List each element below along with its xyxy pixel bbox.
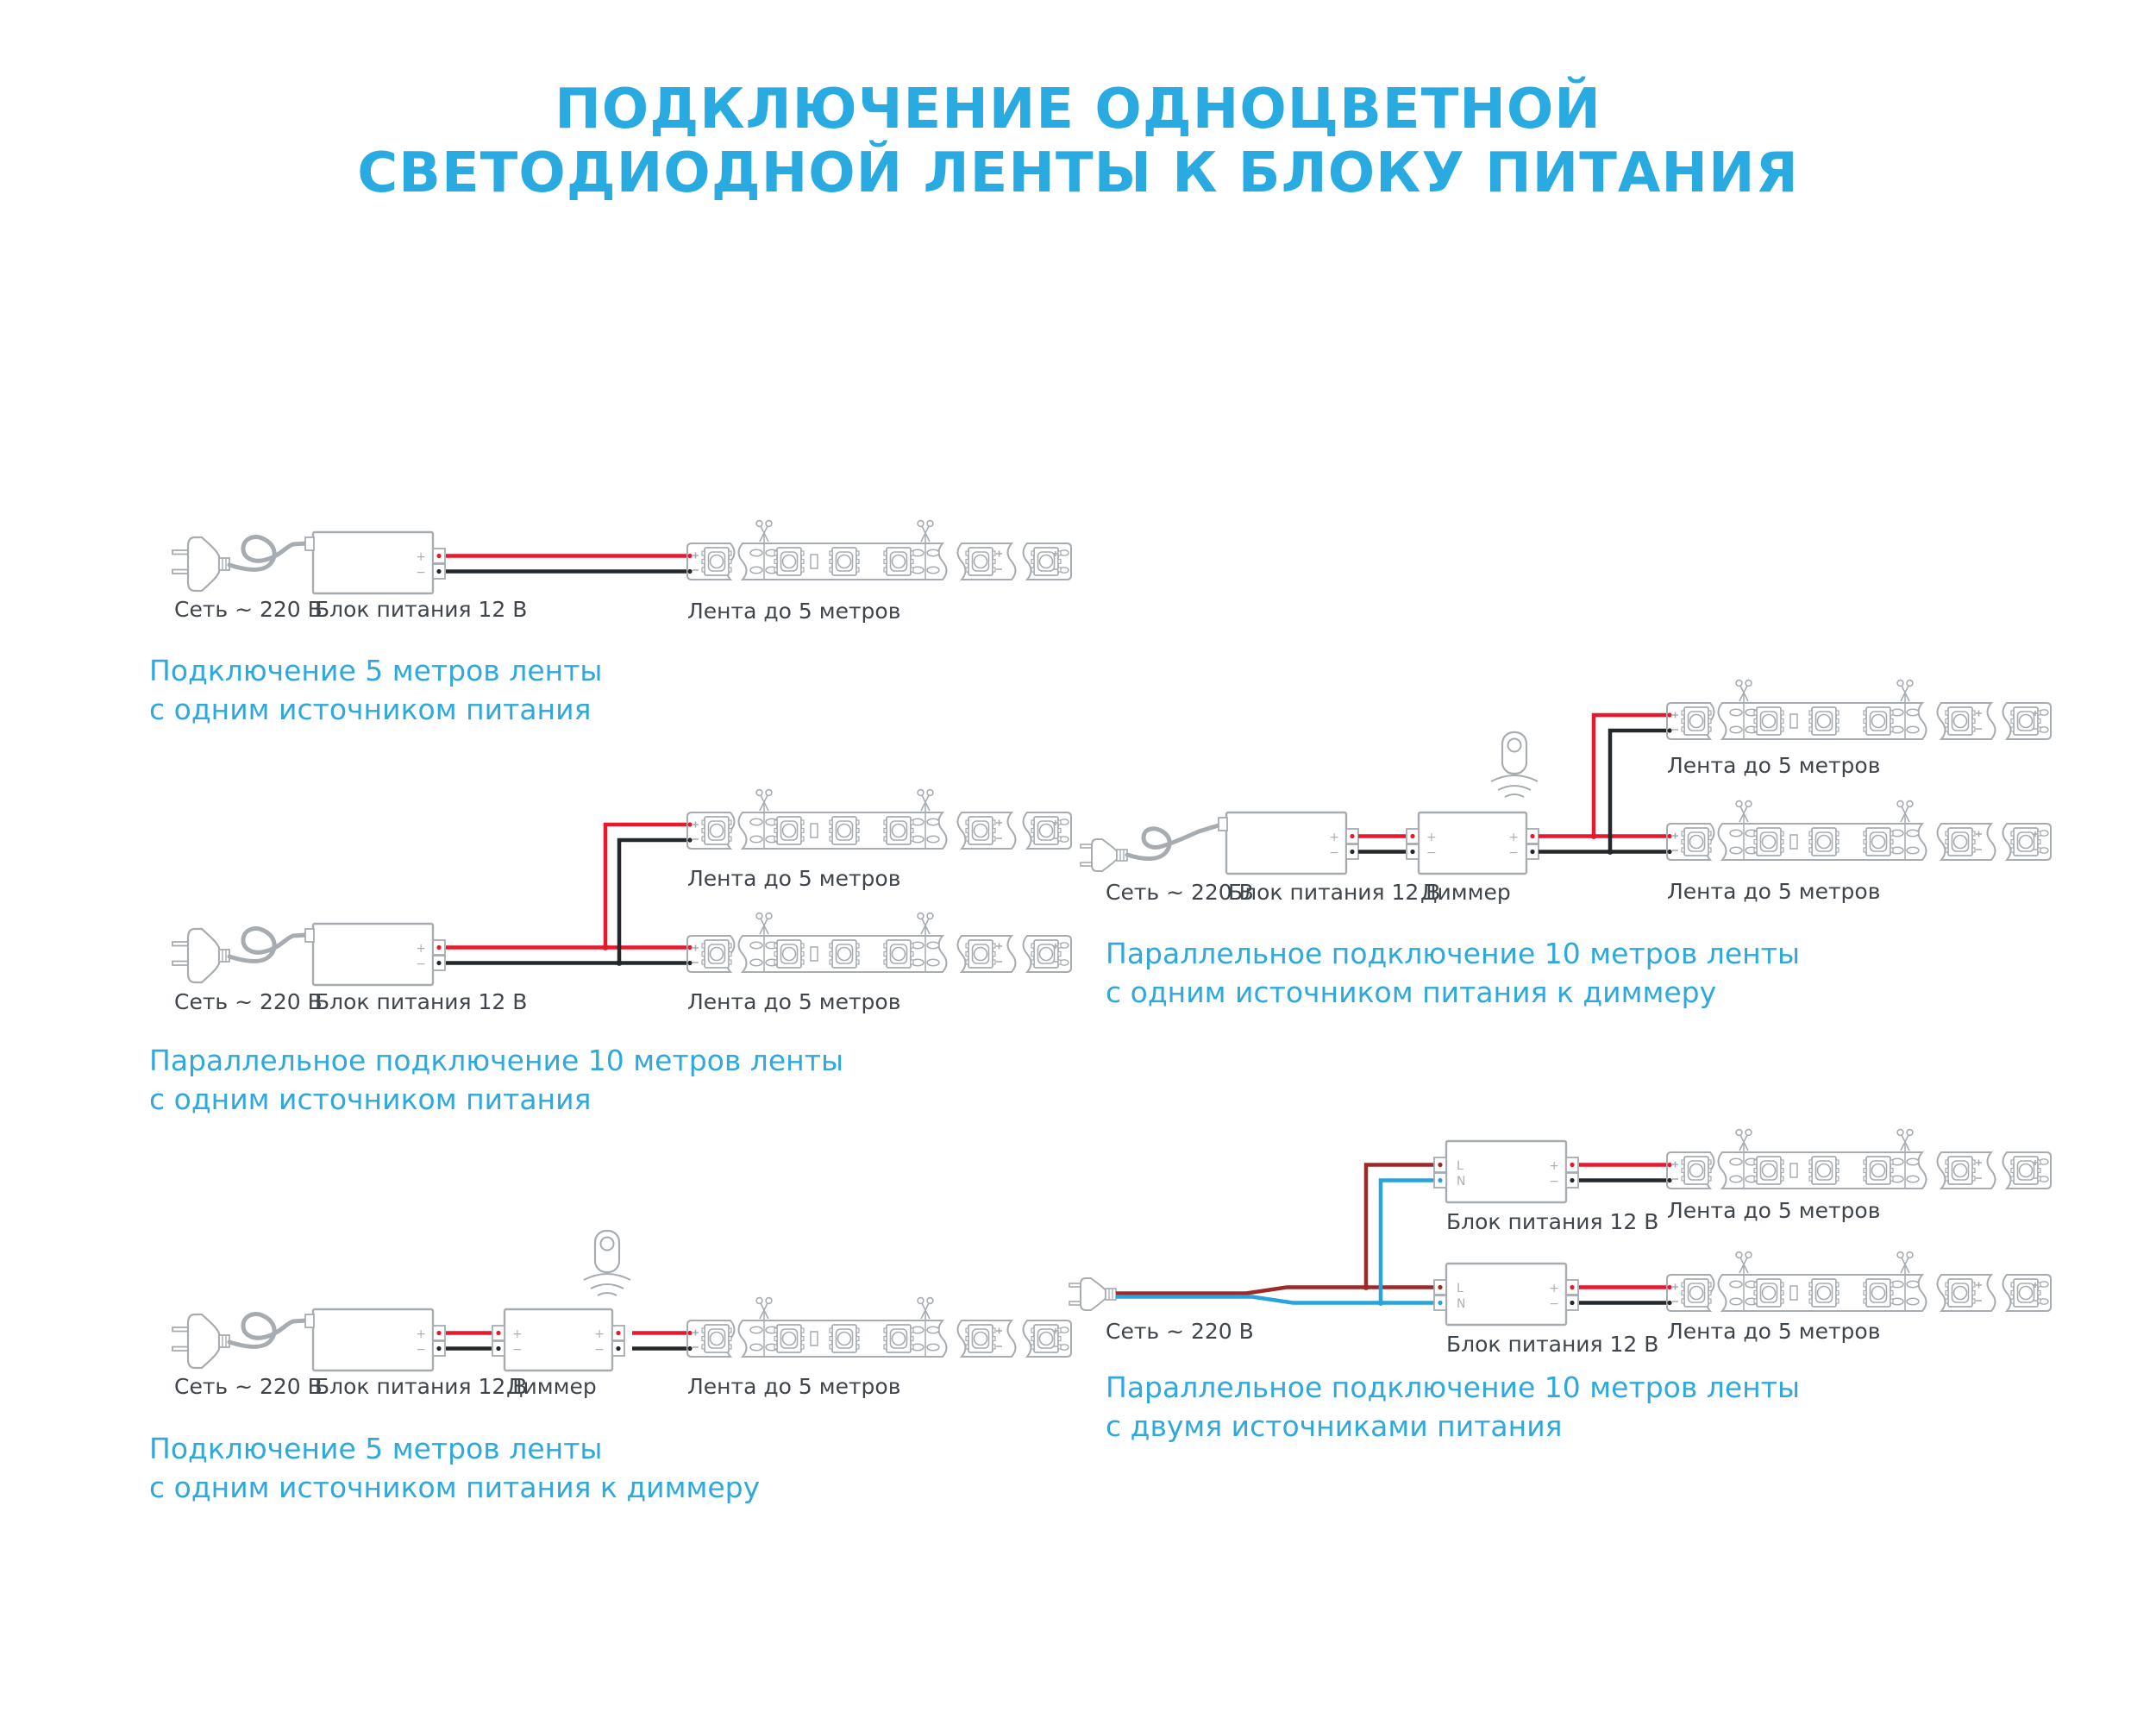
label-strip: Лента до 5 метров: [1667, 1319, 1881, 1344]
caption-line: с одним источником питания к диммеру: [1106, 975, 1717, 1009]
caption-line: Параллельное подключение 10 метров ленты: [1106, 1371, 1801, 1404]
label-dimmer: Диммер: [506, 1374, 597, 1399]
diagram-1-single-strip: [171, 521, 1071, 595]
page-title-line2: СВЕТОДИОДНОЙ ЛЕНТЫ К БЛОКУ ПИТАНИЯ: [357, 141, 1799, 205]
diagram-2-parallel-strips: [171, 790, 1071, 987]
caption-line: Подключение 5 метров ленты: [149, 654, 603, 687]
caption-line: с двумя источниками питания: [1106, 1409, 1563, 1443]
label-strip: Лента до 5 метров: [687, 866, 901, 891]
page-title-line1: ПОДКЛЮЧЕНИЕ ОДНОЦВЕТНОЙ: [555, 78, 1601, 141]
label-psu: Блок питания 12 В: [315, 989, 528, 1014]
caption-diagram-4: Параллельное подключение 10 метров ленты…: [1106, 934, 1800, 1012]
diagram-4-dimmer-parallel-strips: [1080, 681, 2051, 875]
caption-diagram-3: Подключение 5 метров ленты с одним источ…: [149, 1429, 760, 1507]
label-mains: Сеть ~ 220 В: [174, 597, 323, 622]
label-psu: Блок питания 12 В: [1228, 880, 1441, 905]
caption-line: Параллельное подключение 10 метров ленты: [1106, 937, 1801, 970]
caption-line: с одним источником питания: [149, 693, 592, 726]
label-mains: Сеть ~ 220 В: [174, 989, 323, 1014]
label-psu: Блок питания 12 В: [1446, 1332, 1659, 1357]
caption-line: с одним источником питания к диммеру: [149, 1471, 761, 1504]
caption-diagram-5: Параллельное подключение 10 метров ленты…: [1106, 1368, 1800, 1446]
label-strip: Лента до 5 метров: [687, 599, 901, 624]
caption-diagram-2: Параллельное подключение 10 метров ленты…: [149, 1041, 843, 1119]
label-psu: Блок питания 12 В: [1446, 1209, 1659, 1234]
label-mains: Сеть ~ 220 В: [1106, 880, 1254, 905]
label-strip: Лента до 5 метров: [1667, 1198, 1881, 1223]
label-mains: Сеть ~ 220 В: [174, 1374, 323, 1399]
label-strip: Лента до 5 метров: [687, 989, 901, 1014]
caption-diagram-1: Подключение 5 метров ленты с одним источ…: [149, 651, 602, 729]
caption-line: Параллельное подключение 10 метров ленты: [149, 1044, 844, 1077]
diagram-5-two-psu-parallel-strips: [1069, 1130, 2051, 1327]
label-strip: Лента до 5 метров: [1667, 879, 1881, 904]
diagram-3-dimmer-single-strip: [171, 1229, 1071, 1372]
caption-line: Подключение 5 метров ленты: [149, 1432, 603, 1465]
label-psu: Блок питания 12 В: [315, 597, 528, 622]
page-title: ПОДКЛЮЧЕНИЕ ОДНОЦВЕТНОЙ СВЕТОДИОДНОЙ ЛЕН…: [0, 78, 2156, 205]
label-dimmer: Диммер: [1420, 880, 1511, 905]
label-mains: Сеть ~ 220 В: [1106, 1319, 1254, 1344]
label-strip: Лента до 5 метров: [687, 1374, 901, 1399]
label-psu: Блок питания 12 В: [315, 1374, 528, 1399]
label-strip: Лента до 5 метров: [1667, 753, 1881, 778]
caption-line: с одним источником питания: [149, 1082, 592, 1116]
